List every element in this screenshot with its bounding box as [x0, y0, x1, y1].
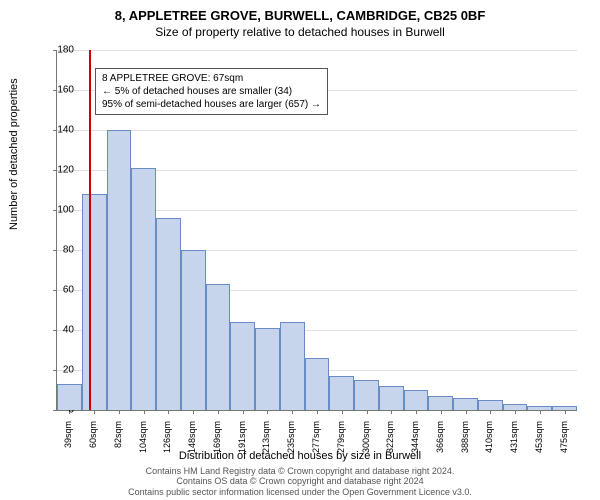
histogram-bar — [354, 380, 379, 410]
ytick-label: 180 — [44, 45, 74, 56]
xtick-mark — [466, 410, 467, 414]
gridline — [57, 130, 577, 131]
annotation-line2: ← 5% of detached houses are smaller (34) — [102, 85, 321, 98]
xtick-mark — [292, 410, 293, 414]
histogram-bar — [280, 322, 305, 410]
chart-subtitle: Size of property relative to detached ho… — [0, 23, 600, 39]
histogram-bar — [552, 406, 577, 410]
xtick-mark — [119, 410, 120, 414]
annotation-line3: 95% of semi-detached houses are larger (… — [102, 98, 321, 111]
xtick-label: 169sqm — [212, 421, 222, 461]
xtick-mark — [490, 410, 491, 414]
xtick-mark — [416, 410, 417, 414]
xtick-mark — [441, 410, 442, 414]
histogram-bar — [379, 386, 404, 410]
histogram-bar — [305, 358, 330, 410]
histogram-bar — [428, 396, 453, 410]
xtick-label: 475sqm — [559, 421, 569, 461]
xtick-label: 82sqm — [113, 421, 123, 461]
xtick-label: 235sqm — [286, 421, 296, 461]
footer-line2: Contains OS data © Crown copyright and d… — [0, 476, 600, 487]
histogram-bar — [131, 168, 156, 410]
xtick-label: 104sqm — [138, 421, 148, 461]
histogram-bar — [503, 404, 528, 410]
xtick-mark — [391, 410, 392, 414]
xtick-mark — [193, 410, 194, 414]
xtick-mark — [367, 410, 368, 414]
xtick-mark — [515, 410, 516, 414]
xtick-mark — [144, 410, 145, 414]
histogram-bar — [156, 218, 181, 410]
ytick-label: 160 — [44, 85, 74, 96]
ytick-label: 140 — [44, 125, 74, 136]
histogram-bar — [82, 194, 107, 410]
ytick-label: 120 — [44, 165, 74, 176]
histogram-bar — [255, 328, 280, 410]
histogram-bar — [478, 400, 503, 410]
property-marker-line — [89, 50, 91, 410]
xtick-mark — [540, 410, 541, 414]
xtick-mark — [168, 410, 169, 414]
histogram-bar — [404, 390, 429, 410]
xtick-label: 213sqm — [261, 421, 271, 461]
footer-attribution: Contains HM Land Registry data © Crown c… — [0, 466, 600, 498]
ytick-label: 100 — [44, 205, 74, 216]
histogram-bar — [206, 284, 231, 410]
xtick-label: 431sqm — [509, 421, 519, 461]
xtick-label: 410sqm — [484, 421, 494, 461]
xtick-label: 60sqm — [88, 421, 98, 461]
chart-title: 8, APPLETREE GROVE, BURWELL, CAMBRIDGE, … — [0, 0, 600, 23]
gridline — [57, 50, 577, 51]
ytick-label: 80 — [44, 245, 74, 256]
xtick-mark — [317, 410, 318, 414]
ytick-label: 60 — [44, 285, 74, 296]
y-axis-label: Number of detached properties — [8, 78, 20, 230]
histogram-bar — [181, 250, 206, 410]
annotation-line1: 8 APPLETREE GROVE: 67sqm — [102, 72, 321, 85]
xtick-label: 279sqm — [336, 421, 346, 461]
ytick-label: 40 — [44, 325, 74, 336]
xtick-label: 300sqm — [361, 421, 371, 461]
xtick-label: 39sqm — [63, 421, 73, 461]
footer-line1: Contains HM Land Registry data © Crown c… — [0, 466, 600, 477]
xtick-mark — [218, 410, 219, 414]
histogram-bar — [453, 398, 478, 410]
footer-line3: Contains public sector information licen… — [0, 487, 600, 498]
xtick-label: 322sqm — [385, 421, 395, 461]
xtick-mark — [243, 410, 244, 414]
histogram-bar — [329, 376, 354, 410]
xtick-label: 148sqm — [187, 421, 197, 461]
xtick-mark — [94, 410, 95, 414]
histogram-bar — [527, 406, 552, 410]
annotation-box: 8 APPLETREE GROVE: 67sqm ← 5% of detache… — [95, 68, 328, 115]
xtick-label: 453sqm — [534, 421, 544, 461]
chart-plot-area: 8 APPLETREE GROVE: 67sqm ← 5% of detache… — [56, 50, 577, 411]
histogram-bar — [107, 130, 132, 410]
xtick-label: 366sqm — [435, 421, 445, 461]
xtick-label: 388sqm — [460, 421, 470, 461]
xtick-label: 277sqm — [311, 421, 321, 461]
histogram-bar — [57, 384, 82, 410]
xtick-mark — [342, 410, 343, 414]
xtick-label: 191sqm — [237, 421, 247, 461]
ytick-label: 20 — [44, 365, 74, 376]
xtick-label: 344sqm — [410, 421, 420, 461]
xtick-label: 126sqm — [162, 421, 172, 461]
xtick-mark — [565, 410, 566, 414]
histogram-bar — [230, 322, 255, 410]
xtick-mark — [267, 410, 268, 414]
